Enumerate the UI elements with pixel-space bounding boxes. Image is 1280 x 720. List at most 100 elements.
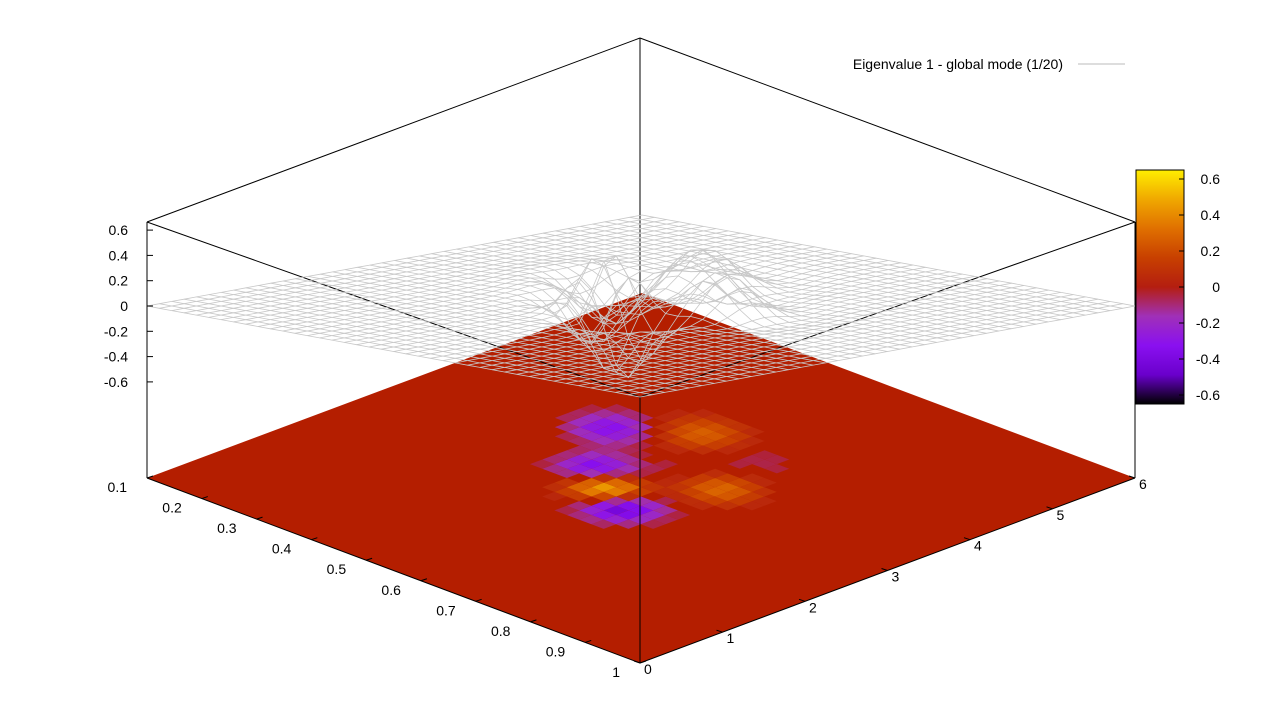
floor-cell	[665, 510, 691, 520]
floor-cell	[702, 441, 728, 451]
y-tick-label: 2	[809, 599, 817, 615]
floor-cell	[604, 441, 629, 451]
floor-cell	[591, 436, 617, 446]
colorbar-tick-label: -0.2	[1196, 315, 1220, 331]
y-tick-label: 5	[1057, 507, 1065, 523]
y-tick-label: 0	[644, 661, 652, 677]
floor-cell	[665, 445, 691, 455]
floor-cell	[678, 431, 703, 441]
floor-cell	[653, 413, 679, 423]
z-tick-label: -0.6	[104, 374, 128, 390]
floor-cell	[554, 478, 580, 488]
floor-cell	[616, 482, 641, 492]
floor-cell	[690, 417, 716, 428]
floor-cell	[628, 487, 654, 497]
x-tick	[146, 475, 154, 479]
floor-cell	[542, 491, 567, 502]
floor-cell	[603, 505, 629, 515]
floor-cell	[727, 431, 753, 441]
floor-cell	[554, 431, 580, 441]
floor-cell	[739, 501, 765, 511]
floor-cell	[678, 413, 704, 423]
colorbar: 0.6 0.4 0.2 0 -0.2 -0.4 -0.6	[1135, 169, 1220, 405]
floor-cell	[591, 464, 617, 474]
floor-cell	[628, 450, 654, 460]
floor-cell	[567, 408, 592, 418]
floor-cell	[579, 450, 605, 460]
floor-cell	[702, 478, 728, 488]
mesh-line-v	[530, 235, 1024, 327]
floor-cell	[567, 445, 592, 455]
legend: Eigenvalue 1 - global mode (1/20)	[853, 56, 1125, 72]
floor-cell	[653, 431, 679, 441]
floor-cell	[591, 510, 617, 520]
floor-cell	[653, 505, 678, 515]
y-tick	[716, 629, 723, 633]
floor-cell	[579, 441, 605, 451]
floor-cell	[604, 459, 629, 469]
floor-cell	[591, 473, 617, 483]
mesh-line-v	[542, 232, 1037, 325]
z-tick-label: 0.4	[109, 247, 129, 263]
floor-cell	[591, 417, 617, 428]
x-tick	[256, 516, 263, 520]
floor-cell	[616, 464, 642, 474]
floor-cell	[653, 515, 678, 525]
mesh-line-v	[493, 241, 987, 334]
floor-cell	[616, 473, 641, 483]
surface-mesh	[146, 214, 1136, 398]
floor-cell	[628, 422, 654, 432]
mesh-line-v	[159, 303, 653, 396]
floor-cell	[566, 482, 592, 492]
floor-cell	[566, 510, 592, 520]
floor-cell	[616, 454, 642, 465]
floor-cell	[690, 408, 716, 418]
floor-cell	[702, 431, 728, 441]
floor-cell	[591, 408, 617, 418]
mesh-line-v	[443, 251, 938, 343]
mesh-line-v	[320, 273, 814, 366]
floor-cell	[554, 413, 580, 423]
floor-cell	[542, 482, 567, 492]
mesh-line-v	[604, 221, 1098, 314]
y-tick	[633, 660, 641, 664]
y-tick-label: 1	[727, 630, 735, 646]
color-map-floor	[147, 293, 1135, 663]
floor-cell	[616, 501, 641, 511]
floor-cell	[727, 478, 753, 488]
floor-cell	[628, 441, 654, 451]
floor-cell	[591, 427, 617, 437]
x-tick	[475, 598, 482, 602]
floor-cell	[554, 505, 580, 515]
floor-cell	[591, 491, 617, 502]
floor-cell	[554, 450, 580, 460]
floor-cell	[665, 482, 691, 492]
floor-cell	[702, 487, 728, 497]
y-tick	[881, 568, 888, 571]
floor-cell	[678, 441, 703, 451]
floor-cell	[603, 496, 629, 506]
x-tick-label: 0.4	[272, 541, 292, 557]
floor-cell	[653, 496, 678, 506]
floor-cell	[640, 482, 666, 492]
floor-cell	[567, 436, 592, 446]
floor-cell	[579, 515, 604, 525]
mesh-line-v	[592, 223, 1086, 316]
colorbar-tick-label: -0.6	[1196, 387, 1220, 403]
floor-cell	[604, 413, 629, 423]
floor-cell	[529, 459, 555, 469]
floor-cell	[604, 431, 629, 441]
x-tick-label: 1	[612, 664, 620, 680]
floor-cell	[690, 491, 715, 502]
floor-cell	[641, 464, 666, 474]
mesh-line-v	[245, 287, 740, 380]
y-tick	[798, 598, 806, 602]
floor-cell	[566, 501, 592, 511]
colorbar-tick-label: -0.4	[1196, 351, 1220, 367]
x-tick	[420, 578, 428, 582]
floor-cell	[653, 487, 678, 497]
mesh-line-v	[481, 244, 975, 336]
floor-cell	[591, 519, 617, 529]
floor-cell	[752, 487, 777, 497]
floor-cell	[616, 510, 641, 520]
